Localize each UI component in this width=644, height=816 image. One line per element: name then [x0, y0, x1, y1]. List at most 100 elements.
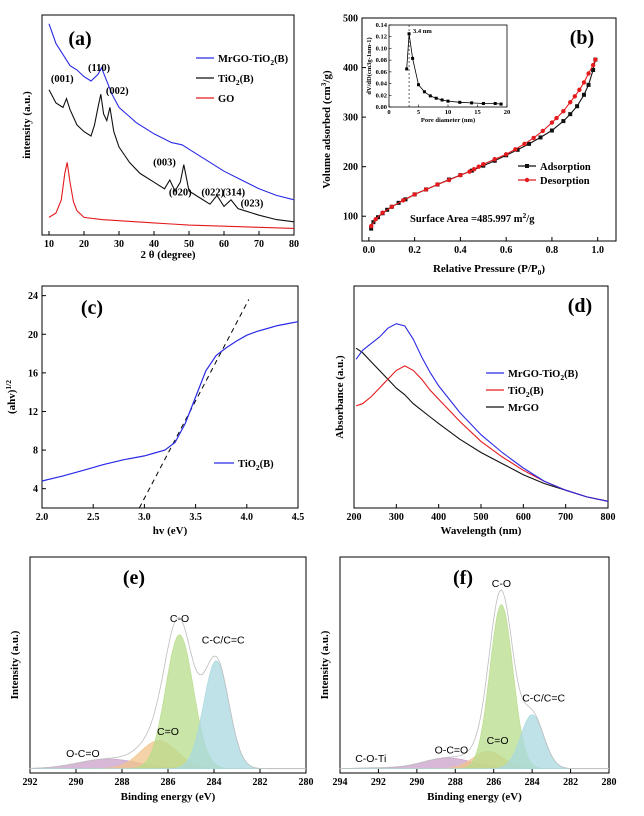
- surface-area-annotation: Surface Area =485.997 m2/g: [410, 211, 535, 225]
- x-tick-label: 70: [254, 239, 264, 250]
- series-line-go: [48, 162, 295, 229]
- data-point: [590, 62, 596, 68]
- y-tick-label: 4: [33, 484, 38, 495]
- data-point: [586, 82, 591, 87]
- legend-entry-script: 2: [236, 78, 240, 87]
- x-tick-label: 292: [23, 777, 38, 788]
- inset-data-point: [458, 100, 462, 104]
- x-axis-title-tail: ): [541, 263, 545, 275]
- inset-x-tick-label: 20: [504, 109, 511, 116]
- x-tick-label: 280: [299, 777, 314, 788]
- x-tick-label: 286: [486, 777, 501, 788]
- inset-data-point: [417, 83, 420, 87]
- x-axis-title-script: 0: [538, 268, 542, 277]
- x-axis-title: Binding energy (eV): [121, 791, 216, 803]
- surface-area-annotation-script: 2: [523, 211, 527, 220]
- x-tick-label: 700: [558, 512, 573, 523]
- data-point: [389, 204, 394, 210]
- x-tick-label: 292: [371, 777, 386, 788]
- legend-entry: TiO2(B): [508, 386, 544, 399]
- x-tick-label: 0.2: [408, 245, 421, 256]
- inset-data-point: [434, 96, 438, 100]
- series-line-mrgo-tio: [48, 23, 295, 201]
- xps-peak-label: C-O-Ti: [355, 753, 386, 765]
- x-tick-label: 2.0: [36, 512, 49, 523]
- y-tick-label: 300: [343, 113, 358, 124]
- data-point: [572, 94, 578, 99]
- series-line-tio2: [41, 321, 299, 482]
- y-axis-title: (ahv)1/2: [4, 380, 18, 414]
- plot-frame: [353, 285, 609, 509]
- plot-frame: [339, 556, 610, 774]
- xps-envelope-line: [339, 589, 609, 770]
- inset-pore-distribution: 0 5 10 15 20 0.00 0.02 0.04 0.06 0.08 0.10 0.12 0.14…: [366, 22, 510, 124]
- data-point: [492, 157, 497, 162]
- xps-peak-label: C=O: [157, 726, 179, 738]
- inset-x-tick-label: 15: [474, 109, 481, 116]
- x-tick-label: 288: [115, 777, 130, 788]
- x-tick-label: 288: [448, 777, 463, 788]
- peak-label: (023): [241, 198, 264, 209]
- x-tick-label: 0.0: [363, 245, 376, 256]
- panel-label: (e): [123, 567, 145, 589]
- y-axis-title-script: 3: [319, 82, 328, 86]
- inset-data-point: [428, 94, 432, 98]
- legend-entry: MrGO: [508, 403, 539, 414]
- data-point: [481, 161, 486, 167]
- inset-y-axis-title: dV/dD(cm3g-1nm-1): [366, 37, 373, 94]
- inset-x-tick-label: 10: [445, 109, 452, 116]
- legend-entry: GO: [218, 94, 234, 105]
- peak-label: (002): [106, 86, 129, 97]
- x-axis-title: Wavelength (nm): [441, 525, 522, 537]
- y-axis-title: Volume adsorbed (cm3/g): [319, 70, 333, 189]
- inset-data-point: [440, 98, 444, 102]
- inset-data-point: [481, 101, 485, 105]
- x-axis-title-main: Relative Pressure (P/P: [433, 263, 538, 275]
- inset-data-point: [422, 90, 426, 94]
- legend-entry-tail: (B): [274, 54, 289, 65]
- data-point: [412, 192, 417, 197]
- data-point: [531, 135, 536, 141]
- x-tick-label: 600: [516, 512, 531, 523]
- y-tick-label: 8: [33, 446, 38, 457]
- legend-marker: [524, 177, 530, 183]
- y-axis-title-main: (ahv): [6, 389, 18, 414]
- surface-area-annotation-tail: /g: [525, 214, 535, 225]
- series-line-mrgo: [355, 347, 609, 502]
- inset-data-point: [411, 56, 415, 60]
- x-tick-label: 20: [79, 239, 89, 250]
- legend-entry-tail: (B): [564, 369, 579, 380]
- x-tick-label: 282: [563, 777, 578, 788]
- inset-data-point: [446, 99, 450, 103]
- panel-label: (c): [81, 297, 103, 319]
- y-axis-title: Absorbance (a.u.): [334, 355, 346, 439]
- peak-label: (022): [201, 187, 224, 198]
- legend-entry-main: MrGO-TiO: [218, 54, 270, 65]
- inset-x-axis-title: Pore diameter (nm): [421, 117, 475, 124]
- xps-component-peak: [340, 604, 609, 769]
- inset-y-tick-label: 0.06: [376, 69, 388, 76]
- x-tick-label: 400: [431, 512, 446, 523]
- legend-entry-main: TiO: [508, 386, 526, 397]
- legend-entry: TiO2(B): [238, 459, 274, 472]
- x-tick-label: 60: [219, 239, 229, 250]
- inset-y-tick-label: 0.02: [376, 92, 387, 99]
- y-axis-title: Intensity (a.u.): [9, 630, 21, 699]
- y-tick-label: 16: [28, 368, 38, 379]
- x-tick-label: 0.4: [454, 245, 467, 256]
- data-point: [591, 68, 596, 73]
- x-tick-label: 30: [114, 239, 124, 250]
- legend-entry-script: 2: [270, 58, 274, 67]
- legend-entry-tail: (B): [530, 386, 545, 397]
- inset-data-point: [499, 102, 503, 106]
- legend-entry-script: 2: [560, 373, 564, 382]
- y-tick-label: 200: [343, 162, 358, 173]
- x-tick-label: 4.5: [292, 512, 305, 523]
- plot-frame: [361, 17, 617, 242]
- xps-peak-label: C-C/C=C: [202, 634, 245, 646]
- data-point: [380, 210, 385, 215]
- data-point: [561, 108, 566, 114]
- x-tick-label: 0.6: [500, 245, 513, 256]
- legend-marker: [525, 164, 529, 168]
- data-point: [581, 92, 586, 97]
